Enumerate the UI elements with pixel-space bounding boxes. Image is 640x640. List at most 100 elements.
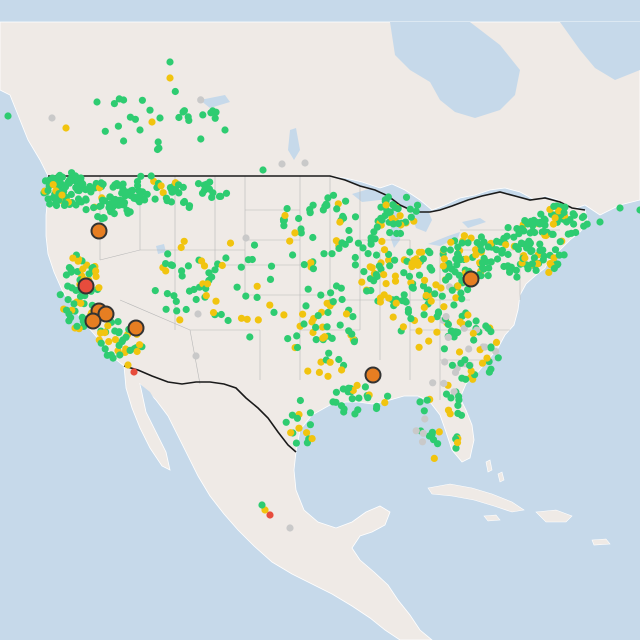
station-good-marker[interactable] <box>541 216 549 224</box>
station-good-marker[interactable] <box>162 260 170 268</box>
station-good-marker[interactable] <box>423 396 431 404</box>
station-moderate-marker[interactable] <box>376 298 384 306</box>
station-marker[interactable] <box>258 501 266 509</box>
station-moderate-marker[interactable] <box>136 341 144 349</box>
station-good-marker[interactable] <box>146 106 154 114</box>
station-marker[interactable] <box>93 98 101 106</box>
station-good-marker[interactable] <box>428 266 436 274</box>
station-good-marker[interactable] <box>372 251 381 259</box>
station-moderate-marker[interactable] <box>378 237 386 245</box>
station-good-marker[interactable] <box>372 404 381 413</box>
station-good-marker[interactable] <box>527 247 535 256</box>
station-good-marker[interactable] <box>103 351 111 359</box>
station-good-marker[interactable] <box>478 259 486 267</box>
station-good-marker[interactable] <box>419 282 428 290</box>
station-no-data-marker[interactable] <box>465 345 473 353</box>
station-good-marker[interactable] <box>333 205 341 213</box>
station-good-marker[interactable] <box>485 368 493 376</box>
station-good-marker[interactable] <box>339 385 347 393</box>
station-moderate-marker[interactable] <box>381 399 389 407</box>
station-good-marker[interactable] <box>536 240 544 248</box>
station-moderate-marker[interactable] <box>315 368 323 376</box>
station-good-marker[interactable] <box>504 224 512 232</box>
station-good-marker[interactable] <box>320 250 328 258</box>
station-moderate-marker[interactable] <box>469 329 477 338</box>
station-good-marker[interactable] <box>224 316 232 325</box>
station-good-marker[interactable] <box>289 251 297 259</box>
station-moderate-marker[interactable] <box>104 322 112 330</box>
station-good-marker[interactable] <box>424 247 433 255</box>
station-good-marker[interactable] <box>151 195 159 203</box>
station-good-marker[interactable] <box>211 266 219 274</box>
station-good-marker[interactable] <box>453 261 461 269</box>
station-marker[interactable] <box>48 114 56 122</box>
station-good-marker[interactable] <box>215 192 224 200</box>
station-good-marker[interactable] <box>67 190 75 198</box>
station-good-marker[interactable] <box>335 244 343 252</box>
station-good-marker[interactable] <box>528 260 537 268</box>
station-good-marker[interactable] <box>116 351 124 359</box>
station-good-marker[interactable] <box>341 240 349 248</box>
station-good-marker[interactable] <box>74 186 82 194</box>
station-good-marker[interactable] <box>163 290 171 298</box>
station-good-marker[interactable] <box>284 335 292 343</box>
station-good-marker[interactable] <box>484 272 492 280</box>
station-good-marker[interactable] <box>192 295 200 304</box>
station-good-marker[interactable] <box>110 210 118 218</box>
station-good-marker[interactable] <box>440 345 448 353</box>
station-good-marker[interactable] <box>420 407 428 415</box>
station-good-marker[interactable] <box>370 228 378 236</box>
station-moderate-marker[interactable] <box>308 435 316 443</box>
station-good-marker[interactable] <box>408 283 416 291</box>
station-marker[interactable] <box>259 166 267 174</box>
station-good-marker[interactable] <box>190 285 198 294</box>
station-moderate-marker[interactable] <box>198 257 206 265</box>
station-good-marker[interactable] <box>295 214 303 223</box>
station-good-marker[interactable] <box>55 172 63 181</box>
station-marker[interactable] <box>130 368 138 376</box>
station-good-marker[interactable] <box>328 250 336 258</box>
station-good-marker[interactable] <box>293 332 301 340</box>
station-moderate-marker[interactable] <box>420 303 428 312</box>
station-marker[interactable] <box>192 352 200 360</box>
station-good-marker[interactable] <box>332 388 340 396</box>
station-good-marker[interactable] <box>428 428 436 436</box>
station-good-marker[interactable] <box>393 229 401 238</box>
station-good-marker[interactable] <box>164 250 172 258</box>
station-good-marker[interactable] <box>250 241 259 249</box>
station-good-marker[interactable] <box>407 213 415 221</box>
station-moderate-marker[interactable] <box>287 429 295 437</box>
station-good-marker[interactable] <box>361 383 369 391</box>
station-good-marker[interactable] <box>105 204 113 212</box>
station-good-marker[interactable] <box>386 229 394 237</box>
station-moderate-marker[interactable] <box>427 297 435 305</box>
station-good-marker[interactable] <box>450 301 458 309</box>
station-good-marker[interactable] <box>445 260 453 268</box>
station-good-marker[interactable] <box>480 265 488 273</box>
station-moderate-marker[interactable] <box>472 251 480 259</box>
station-good-marker[interactable] <box>454 250 462 258</box>
station-good-marker[interactable] <box>302 302 310 310</box>
station-good-marker[interactable] <box>521 240 529 248</box>
station-moderate-marker[interactable] <box>266 301 274 309</box>
station-moderate-marker[interactable] <box>324 372 332 380</box>
station-marker[interactable] <box>4 112 12 120</box>
station-moderate-marker[interactable] <box>440 303 448 311</box>
station-good-marker[interactable] <box>524 265 532 273</box>
station-moderate-marker[interactable] <box>462 255 470 263</box>
station-good-marker[interactable] <box>324 308 332 317</box>
station-good-marker[interactable] <box>117 197 125 205</box>
station-good-marker[interactable] <box>350 338 358 346</box>
station-good-marker[interactable] <box>500 262 508 271</box>
station-moderate-marker[interactable] <box>454 282 462 290</box>
station-good-marker[interactable] <box>114 122 122 130</box>
station-no-data-marker[interactable] <box>481 343 489 351</box>
station-good-marker[interactable] <box>296 396 304 405</box>
station-moderate-marker[interactable] <box>177 243 185 252</box>
station-good-marker[interactable] <box>293 343 302 352</box>
station-good-marker[interactable] <box>455 396 463 404</box>
station-good-marker[interactable] <box>67 177 75 185</box>
station-good-marker[interactable] <box>560 208 568 217</box>
station-good-marker[interactable] <box>328 334 336 342</box>
station-marker[interactable] <box>136 126 144 134</box>
